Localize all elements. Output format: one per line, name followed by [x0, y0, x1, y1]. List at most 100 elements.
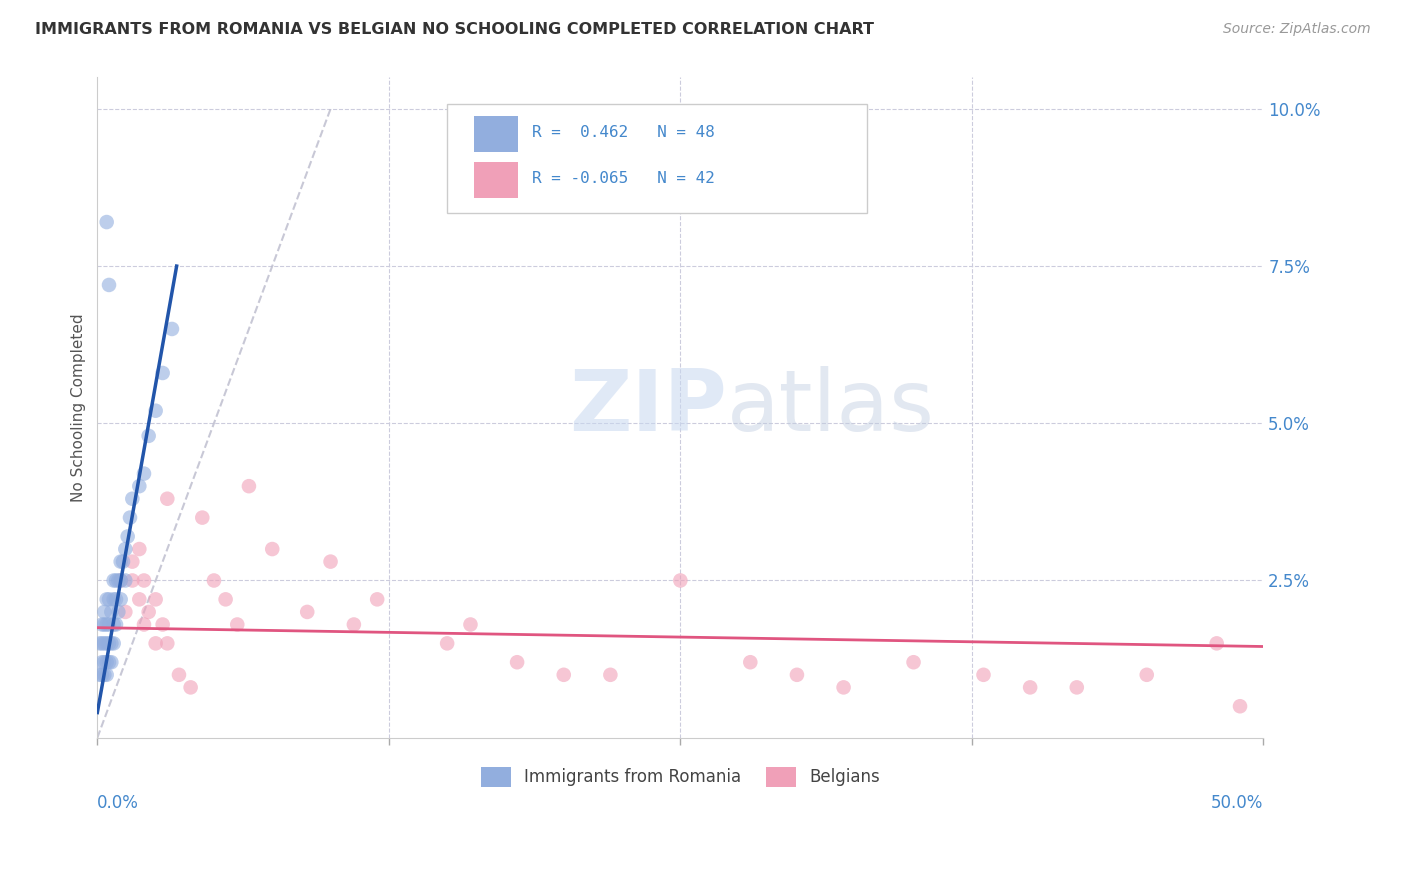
Immigrants from Romania — [96, 668, 118, 682]
Belgians — [128, 592, 150, 607]
Text: ZIP: ZIP — [569, 366, 727, 449]
FancyBboxPatch shape — [447, 103, 868, 213]
Belgians — [319, 555, 342, 569]
Text: R =  0.462   N = 48: R = 0.462 N = 48 — [533, 125, 716, 140]
Immigrants from Romania — [96, 617, 118, 632]
Immigrants from Romania — [93, 668, 115, 682]
Belgians — [132, 574, 155, 588]
Immigrants from Romania — [110, 592, 132, 607]
Immigrants from Romania — [110, 555, 132, 569]
Immigrants from Romania — [98, 617, 121, 632]
Belgians — [599, 668, 621, 682]
Immigrants from Romania — [91, 655, 114, 669]
FancyBboxPatch shape — [474, 162, 519, 198]
Immigrants from Romania — [91, 668, 114, 682]
Immigrants from Romania — [152, 366, 174, 380]
Belgians — [114, 605, 136, 619]
Belgians — [167, 668, 190, 682]
Immigrants from Romania — [103, 636, 125, 650]
Immigrants from Romania — [98, 592, 121, 607]
Immigrants from Romania — [93, 605, 115, 619]
Immigrants from Romania — [93, 617, 115, 632]
Belgians — [832, 681, 855, 695]
Text: Source: ZipAtlas.com: Source: ZipAtlas.com — [1223, 22, 1371, 37]
Belgians — [553, 668, 575, 682]
Immigrants from Romania — [98, 636, 121, 650]
Immigrants from Romania — [107, 574, 129, 588]
Immigrants from Romania — [114, 574, 136, 588]
Belgians — [436, 636, 458, 650]
Belgians — [1205, 636, 1227, 650]
Immigrants from Romania — [100, 605, 122, 619]
Immigrants from Romania — [89, 636, 111, 650]
Belgians — [152, 617, 174, 632]
Belgians — [740, 655, 762, 669]
Belgians — [156, 491, 179, 506]
Immigrants from Romania — [96, 636, 118, 650]
Belgians — [366, 592, 388, 607]
Immigrants from Romania — [114, 542, 136, 557]
Immigrants from Romania — [98, 277, 121, 292]
Belgians — [138, 605, 160, 619]
Text: 50.0%: 50.0% — [1211, 794, 1264, 813]
Immigrants from Romania — [98, 655, 121, 669]
Immigrants from Romania — [103, 617, 125, 632]
Belgians — [1136, 668, 1159, 682]
Text: atlas: atlas — [727, 366, 935, 449]
Immigrants from Romania — [111, 555, 134, 569]
Immigrants from Romania — [91, 617, 114, 632]
Belgians — [128, 542, 150, 557]
Immigrants from Romania — [138, 429, 160, 443]
Immigrants from Romania — [105, 592, 128, 607]
Belgians — [110, 574, 132, 588]
Text: R = -0.065   N = 42: R = -0.065 N = 42 — [533, 171, 716, 186]
FancyBboxPatch shape — [474, 116, 519, 152]
Immigrants from Romania — [103, 592, 125, 607]
Immigrants from Romania — [110, 574, 132, 588]
Belgians — [121, 574, 143, 588]
Immigrants from Romania — [93, 655, 115, 669]
Immigrants from Romania — [118, 510, 141, 524]
Belgians — [460, 617, 482, 632]
Immigrants from Romania — [96, 215, 118, 229]
Immigrants from Romania — [93, 636, 115, 650]
Immigrants from Romania — [132, 467, 155, 481]
Immigrants from Romania — [96, 592, 118, 607]
Text: IMMIGRANTS FROM ROMANIA VS BELGIAN NO SCHOOLING COMPLETED CORRELATION CHART: IMMIGRANTS FROM ROMANIA VS BELGIAN NO SC… — [35, 22, 875, 37]
Belgians — [1019, 681, 1042, 695]
Belgians — [156, 636, 179, 650]
Belgians — [145, 636, 167, 650]
Immigrants from Romania — [103, 574, 125, 588]
Immigrants from Romania — [107, 605, 129, 619]
Text: 0.0%: 0.0% — [97, 794, 139, 813]
Belgians — [343, 617, 366, 632]
Immigrants from Romania — [117, 529, 139, 543]
Immigrants from Romania — [105, 574, 128, 588]
Belgians — [132, 617, 155, 632]
Belgians — [903, 655, 925, 669]
Belgians — [786, 668, 808, 682]
Immigrants from Romania — [145, 403, 167, 417]
Immigrants from Romania — [105, 617, 128, 632]
Immigrants from Romania — [160, 322, 183, 336]
Immigrants from Romania — [100, 655, 122, 669]
Immigrants from Romania — [96, 655, 118, 669]
Belgians — [262, 542, 284, 557]
Y-axis label: No Schooling Completed: No Schooling Completed — [72, 313, 86, 502]
Belgians — [202, 574, 225, 588]
Belgians — [506, 655, 529, 669]
Belgians — [121, 555, 143, 569]
Immigrants from Romania — [89, 668, 111, 682]
Belgians — [214, 592, 236, 607]
Belgians — [145, 592, 167, 607]
Belgians — [973, 668, 995, 682]
Belgians — [180, 681, 202, 695]
Immigrants from Romania — [100, 636, 122, 650]
Belgians — [238, 479, 260, 493]
Belgians — [1066, 681, 1088, 695]
Immigrants from Romania — [128, 479, 150, 493]
Belgians — [191, 510, 214, 524]
Belgians — [669, 574, 692, 588]
Immigrants from Romania — [91, 636, 114, 650]
Belgians — [226, 617, 249, 632]
